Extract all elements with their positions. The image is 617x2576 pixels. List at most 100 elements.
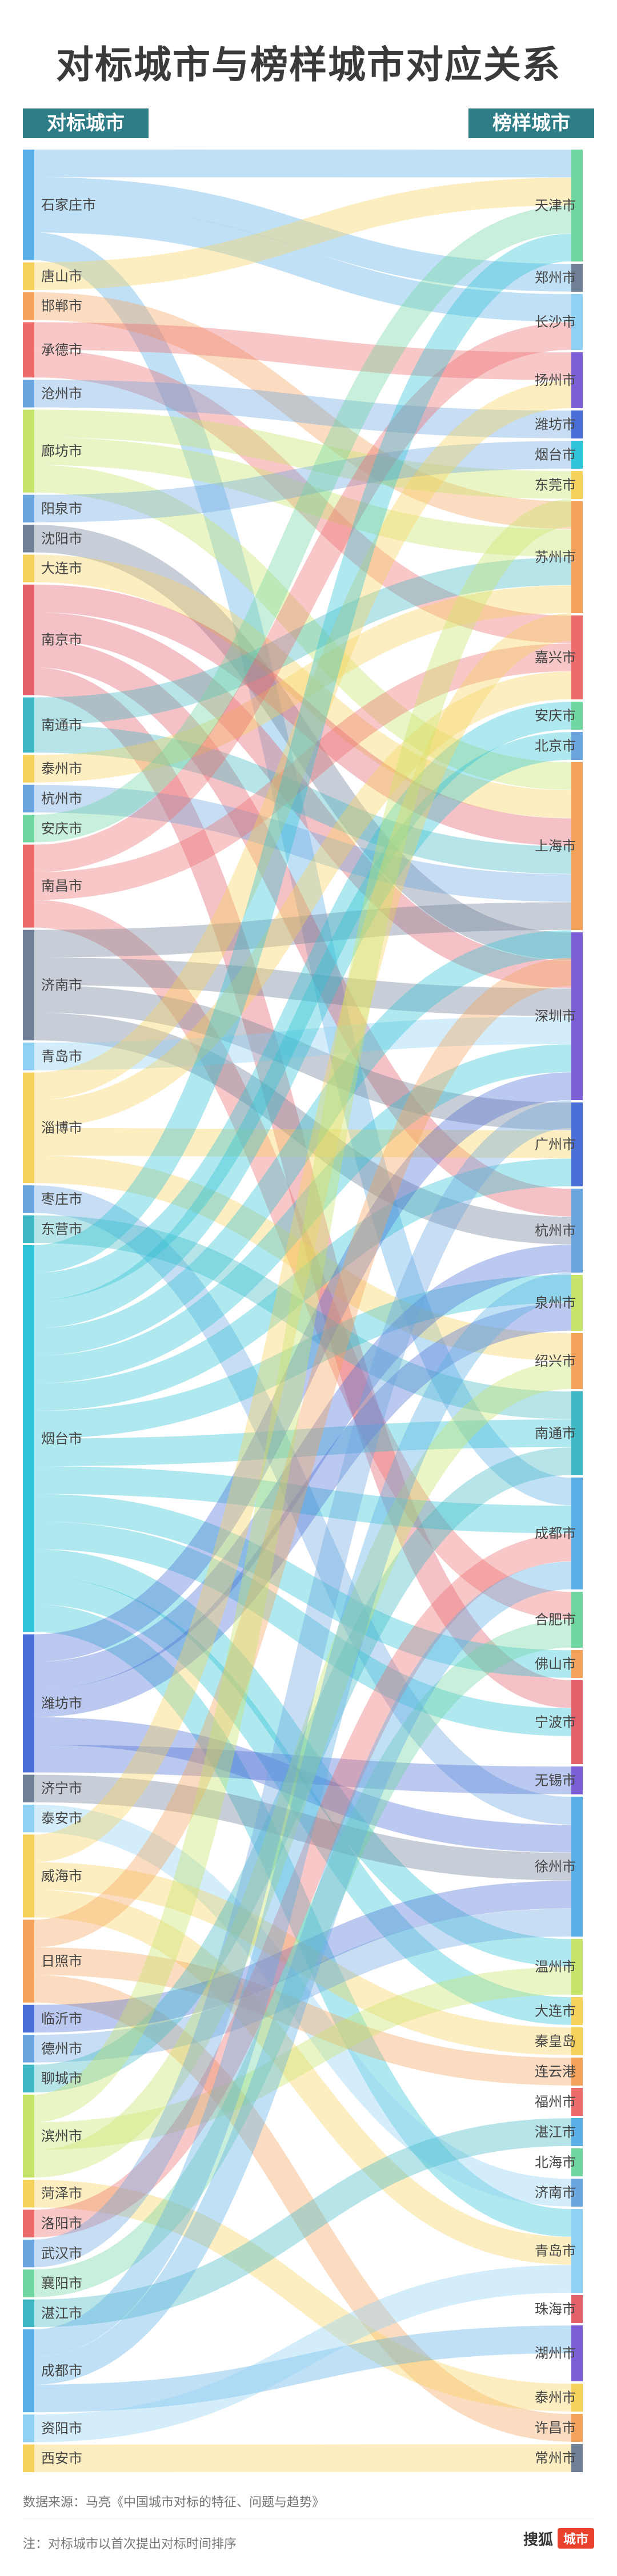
left-node-bar bbox=[23, 150, 34, 260]
left-node-bar bbox=[23, 292, 34, 320]
right-node-bar bbox=[571, 1478, 583, 1589]
left-node-bar bbox=[23, 784, 34, 813]
flow-link bbox=[34, 1774, 572, 1881]
left-node-bar bbox=[23, 755, 34, 783]
left-node-label: 德州市 bbox=[41, 2040, 82, 2056]
right-node-bar bbox=[571, 1939, 583, 1995]
left-node-bar bbox=[23, 2269, 34, 2297]
left-node-bar bbox=[23, 1185, 34, 1213]
page-title: 对标城市与榜样城市对应关系 bbox=[56, 43, 561, 87]
left-node-bar bbox=[23, 1919, 34, 2003]
right-node-label: 许昌市 bbox=[535, 2420, 576, 2436]
flow-link bbox=[34, 322, 572, 872]
right-node-label: 郑州市 bbox=[535, 270, 576, 286]
flow-link bbox=[34, 1072, 572, 1662]
left-node-label: 西安市 bbox=[41, 2450, 82, 2466]
flow-link bbox=[34, 1576, 572, 2025]
left-node-label: 南京市 bbox=[41, 632, 82, 648]
flow-link bbox=[34, 465, 572, 790]
right-node-bar bbox=[571, 150, 583, 261]
left-node-bar bbox=[23, 322, 34, 378]
flow-link bbox=[34, 1804, 572, 2207]
left-column-header: 对标城市 bbox=[23, 108, 149, 138]
flow-link bbox=[34, 1215, 572, 1419]
right-node-bar bbox=[571, 732, 583, 760]
flow-link bbox=[34, 1521, 572, 1736]
left-node-label: 襄阳市 bbox=[41, 2275, 82, 2291]
left-node-bar bbox=[23, 2239, 34, 2268]
right-node-label: 苏州市 bbox=[535, 549, 576, 565]
flow-link bbox=[34, 292, 572, 529]
flow-link bbox=[34, 380, 572, 438]
left-node-bar bbox=[23, 1834, 34, 1918]
left-node-label: 济宁市 bbox=[41, 1781, 82, 1797]
right-node-label: 湖州市 bbox=[535, 2345, 576, 2361]
flow-link bbox=[34, 985, 572, 1130]
left-node-bar bbox=[23, 554, 34, 582]
left-node-label: 洛阳市 bbox=[41, 2216, 82, 2232]
right-node-bar bbox=[571, 441, 583, 469]
left-node-bar bbox=[23, 2299, 34, 2328]
left-node-label: 东营市 bbox=[41, 1221, 82, 1237]
right-node-bar bbox=[571, 1997, 583, 2025]
left-node-bar bbox=[23, 2035, 34, 2063]
flow-link bbox=[34, 178, 572, 290]
right-node-bar bbox=[571, 1189, 583, 1273]
left-node-label: 杭州市 bbox=[41, 791, 82, 807]
right-node-bar bbox=[571, 1102, 583, 1186]
right-node-bar bbox=[571, 1680, 583, 1764]
left-node-label: 烟台市 bbox=[41, 1431, 82, 1447]
right-node-label: 广州市 bbox=[535, 1137, 576, 1153]
right-node-label: 潍坊市 bbox=[535, 417, 576, 433]
right-node-bar bbox=[571, 2295, 583, 2323]
flow-link bbox=[34, 1494, 572, 1678]
right-node-label: 常州市 bbox=[535, 2450, 576, 2466]
right-node-bar bbox=[571, 501, 583, 613]
flow-link bbox=[34, 1620, 572, 2297]
flow-link bbox=[34, 900, 572, 1620]
flow-link bbox=[34, 1975, 572, 2442]
right-node-bar bbox=[571, 1592, 583, 1648]
flow-link bbox=[34, 1245, 572, 1690]
left-node-label: 日照市 bbox=[41, 1953, 82, 1969]
left-node-bar bbox=[23, 2180, 34, 2208]
flow-link bbox=[34, 930, 572, 1356]
left-node-bar bbox=[23, 1774, 34, 1802]
flow-link bbox=[34, 1561, 572, 2385]
right-node-label: 济南市 bbox=[535, 2185, 576, 2201]
flow-link bbox=[34, 232, 572, 1506]
left-node-label: 邯郸市 bbox=[41, 298, 82, 314]
left-node-label: 南昌市 bbox=[41, 878, 82, 894]
brand-logo: 搜狐 城市 bbox=[523, 2527, 594, 2550]
left-node-label: 滨州市 bbox=[41, 2128, 82, 2144]
right-node-label: 珠海市 bbox=[535, 2301, 576, 2317]
flow-link bbox=[34, 1862, 572, 2055]
right-node-label: 徐州市 bbox=[535, 1859, 576, 1875]
left-node-bar bbox=[23, 2005, 34, 2033]
left-node-bar bbox=[23, 1072, 34, 1184]
left-node-label: 安庆市 bbox=[41, 820, 82, 836]
flow-link bbox=[34, 1881, 572, 2033]
flow-link bbox=[34, 177, 572, 292]
right-node-label: 深圳市 bbox=[535, 1008, 576, 1024]
right-node-label: 泰州市 bbox=[535, 2390, 576, 2406]
right-node-label: 南通市 bbox=[535, 1426, 576, 1442]
right-node-label: 青岛市 bbox=[535, 2243, 576, 2259]
right-column-header: 榜样城市 bbox=[468, 108, 594, 138]
left-node-label: 大连市 bbox=[41, 561, 82, 577]
left-node-label: 泰州市 bbox=[41, 760, 82, 776]
left-node-label: 湛江市 bbox=[41, 2305, 82, 2321]
right-node-label: 成都市 bbox=[535, 1526, 576, 1541]
right-node-bar bbox=[571, 294, 583, 350]
left-node-label: 菏泽市 bbox=[41, 2185, 82, 2201]
left-node-label: 威海市 bbox=[41, 1868, 82, 1884]
right-node-bar bbox=[571, 264, 583, 292]
flow-link bbox=[34, 667, 572, 1708]
right-node-label: 北海市 bbox=[535, 2155, 576, 2171]
flow-link bbox=[34, 409, 572, 499]
right-node-label: 大连市 bbox=[535, 2003, 576, 2019]
right-node-bar bbox=[571, 615, 583, 699]
flow-link bbox=[34, 639, 572, 1217]
right-node-bar bbox=[571, 1650, 583, 1678]
left-node-label: 承德市 bbox=[41, 342, 82, 358]
